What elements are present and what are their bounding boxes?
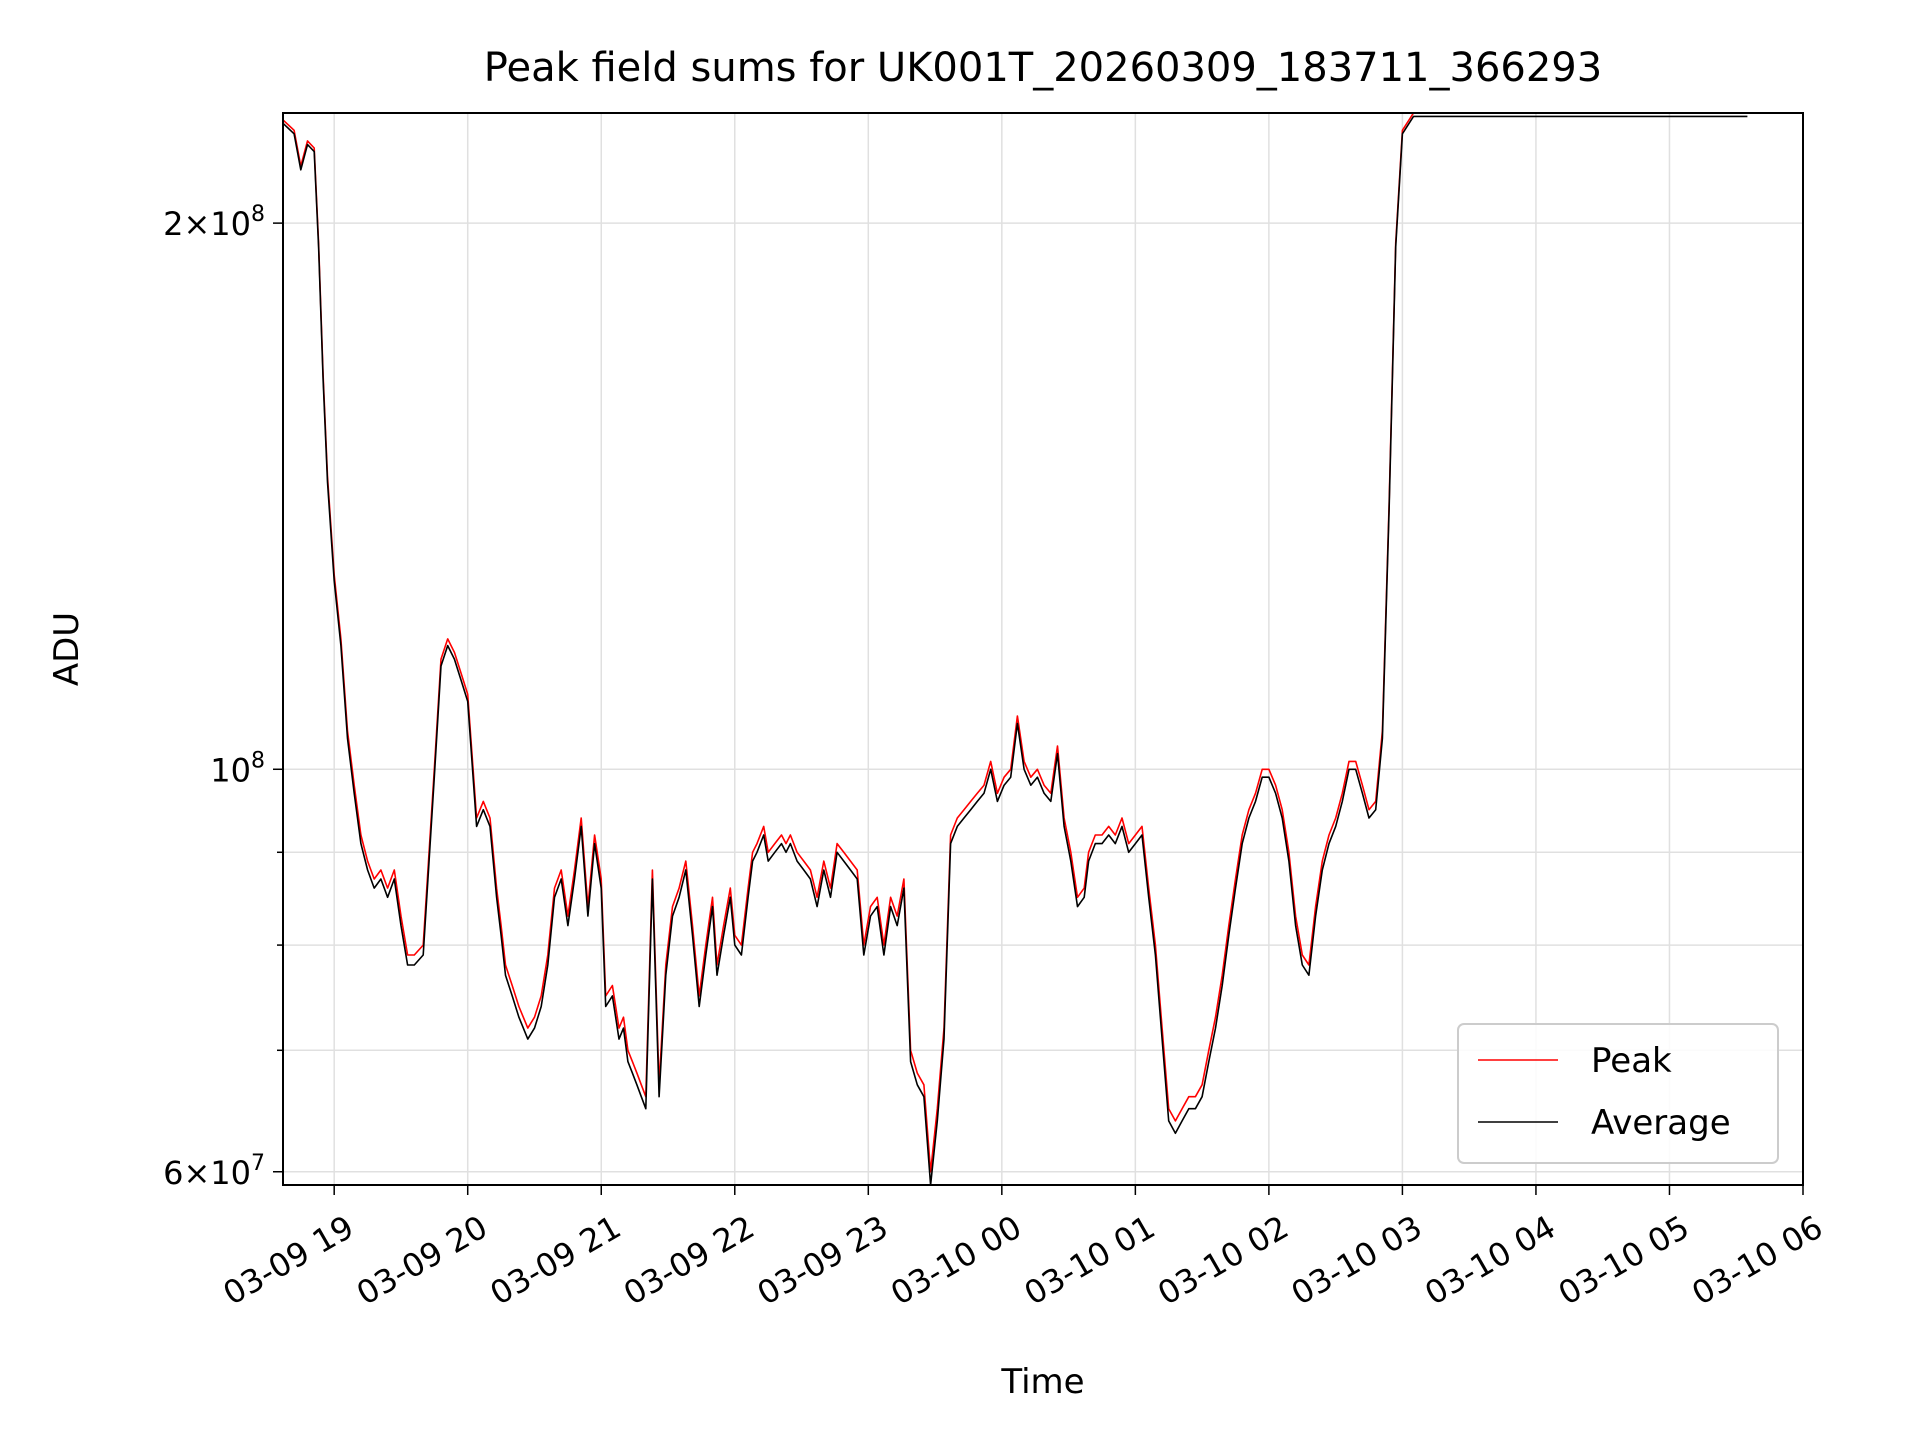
legend-label-peak: Peak: [1591, 1041, 1672, 1081]
legend-label-average: Average: [1591, 1103, 1731, 1143]
y-tick-label: 2×108: [163, 202, 265, 243]
legend-box: [1457, 1023, 1779, 1164]
chart-title: Peak field sums for UK001T_20260309_1837…: [484, 45, 1602, 91]
y-tick-label: 6×107: [163, 1151, 265, 1192]
y-tick-label: 108: [210, 748, 265, 789]
x-axis-label: Time: [1000, 1362, 1084, 1402]
series-layer: [283, 113, 1748, 1185]
series-line-average: [283, 115, 1748, 1185]
y-axis-label: ADU: [47, 612, 87, 686]
legend: Peak Average: [1457, 1023, 1779, 1164]
plot-frame: [282, 112, 1804, 1186]
